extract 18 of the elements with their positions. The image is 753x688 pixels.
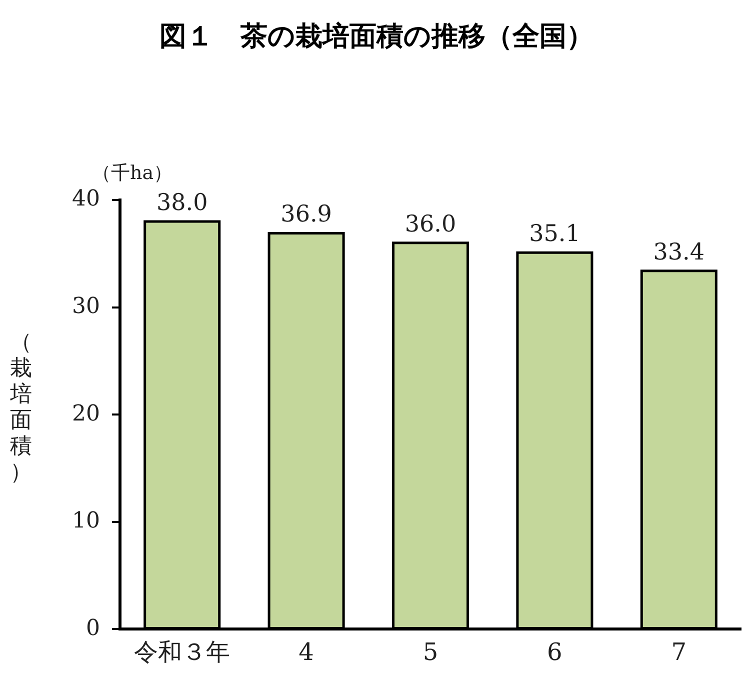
y-axis-title: （栽培面積） [9,330,33,486]
data-label: 33.4 [653,239,705,266]
y-tick-label: 30 [72,294,100,320]
x-tick-label: 4 [298,638,314,666]
data-label: 38.0 [156,190,208,216]
x-tick-label: 令和３年 [134,638,230,666]
data-label: 36.0 [404,211,456,238]
data-label: 35.1 [529,221,580,248]
x-tick-label: 5 [422,638,438,666]
y-tick-label: 20 [72,401,100,426]
chart-title: 図１ 茶の栽培面積の推移（全国） [158,20,594,54]
y-tick-label: 40 [72,186,100,212]
x-tick-label: 7 [671,638,687,666]
y-tick-label: 0 [86,616,100,641]
text: （千ha） [92,161,173,186]
y-tick-label: 10 [72,508,100,534]
data-label: 36.9 [280,202,332,228]
x-tick-label: 6 [547,638,562,666]
